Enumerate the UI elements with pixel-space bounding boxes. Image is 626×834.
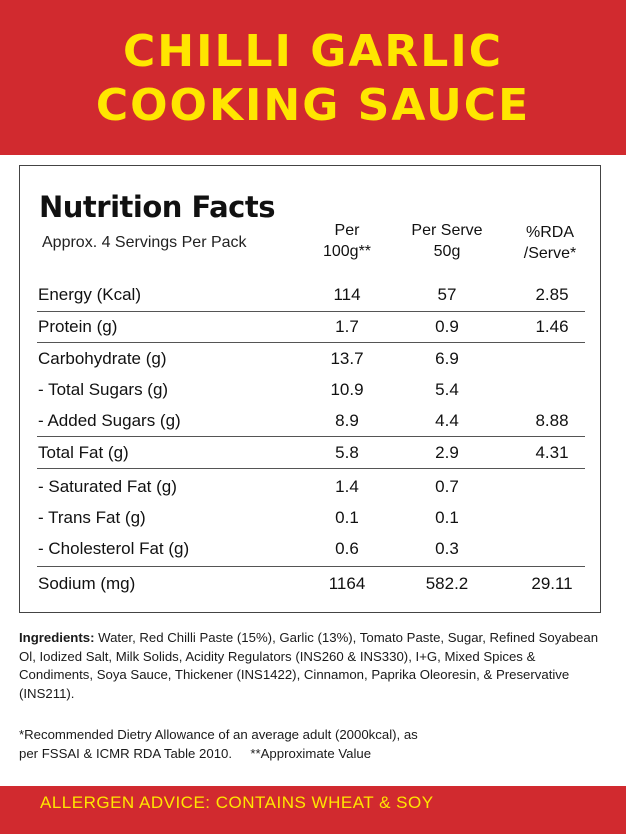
value-per-serve: 0.1 xyxy=(435,508,459,527)
ingredients-list: Ingredients: Water, Red Chilli Paste (15… xyxy=(19,629,609,703)
column-header-per-100g-line2: 100g** xyxy=(322,243,372,260)
nutrient-row-protein: Protein (g) 1.7 0.9 1.46 xyxy=(20,311,600,342)
value-rda: 1.46 xyxy=(535,317,569,336)
column-header-per-serve-line2: 50g xyxy=(433,243,461,260)
value-per-serve: 57 xyxy=(437,285,457,304)
value-per-serve: 582.2 xyxy=(425,574,469,593)
column-header-per-100g: Per 100g** xyxy=(302,220,392,262)
value-per-100g: 0.1 xyxy=(335,508,359,527)
allergen-advice: ALLERGEN ADVICE: CONTAINS WHEAT & SOY xyxy=(40,793,434,812)
column-header-rda: %RDA /Serve* xyxy=(505,222,595,264)
value-per-100g: 1164 xyxy=(328,574,366,593)
allergen-banner: ALLERGEN ADVICE: CONTAINS WHEAT & SOY xyxy=(0,786,626,834)
nutrition-facts-panel: Nutrition Facts Approx. 4 Servings Per P… xyxy=(19,165,601,613)
nutrient-label: - Added Sugars (g) xyxy=(38,411,181,430)
rda-footnote-line2: per FSSAI & ICMR RDA Table 2010. **Appro… xyxy=(19,745,372,761)
value-per-100g: 8.9 xyxy=(335,411,359,430)
column-header-per-serve: Per Serve 50g xyxy=(402,220,492,262)
row-divider xyxy=(37,436,585,437)
product-title-line2: Cooking Sauce xyxy=(95,80,531,131)
value-per-serve: 6.9 xyxy=(435,349,459,368)
value-per-100g: 1.4 xyxy=(335,477,359,496)
ingredients-text: Water, Red Chilli Paste (15%), Garlic (1… xyxy=(19,630,599,701)
value-per-100g: 0.6 xyxy=(335,539,359,558)
row-divider xyxy=(37,566,585,567)
nutrient-label: - Cholesterol Fat (g) xyxy=(38,539,190,558)
value-per-100g: 1.7 xyxy=(335,317,359,336)
value-rda: 2.85 xyxy=(535,285,569,304)
nutrient-label: Energy (Kcal) xyxy=(38,285,141,304)
value-per-100g: 13.7 xyxy=(330,349,364,368)
nutrient-label: - Saturated Fat (g) xyxy=(38,477,177,496)
nutrient-row-cholesterol-fat: - Cholesterol Fat (g) 0.6 0.3 xyxy=(20,533,600,564)
column-header-rda-line2: /Serve* xyxy=(523,245,577,262)
nutrient-row-energy: Energy (Kcal) 114 57 2.85 xyxy=(20,279,600,310)
nutrient-row-sodium: Sodium (mg) 1164 582.2 29.11 xyxy=(20,568,600,599)
value-per-100g: 10.9 xyxy=(330,380,364,399)
nutrient-row-added-sugars: - Added Sugars (g) 8.9 4.4 8.88 xyxy=(20,405,600,436)
nutrient-label: Carbohydrate (g) xyxy=(38,349,167,368)
value-per-serve: 0.3 xyxy=(435,539,459,558)
nutrient-row-total-fat: Total Fat (g) 5.8 2.9 4.31 xyxy=(20,437,600,468)
value-rda: 4.31 xyxy=(535,443,569,462)
servings-per-pack: Approx. 4 Servings Per Pack xyxy=(42,234,247,251)
value-per-100g: 5.8 xyxy=(335,443,359,462)
value-per-serve: 5.4 xyxy=(435,380,459,399)
nutrient-label: Sodium (mg) xyxy=(38,574,136,593)
nutrient-label: Protein (g) xyxy=(38,317,118,336)
nutrient-label: - Trans Fat (g) xyxy=(38,508,146,527)
value-rda: 8.88 xyxy=(535,411,569,430)
nutrition-facts-title: Nutrition Facts xyxy=(39,190,275,224)
nutrient-row-carbohydrate: Carbohydrate (g) 13.7 6.9 xyxy=(20,343,600,374)
nutrient-row-trans-fat: - Trans Fat (g) 0.1 0.1 xyxy=(20,502,600,533)
row-divider xyxy=(37,342,585,343)
rda-footnote-line1: *Recommended Dietry Allowance of an aver… xyxy=(19,727,418,742)
value-rda: 29.11 xyxy=(531,574,573,593)
product-title-line1: Chilli Garlic xyxy=(123,26,503,77)
value-per-serve: 0.7 xyxy=(435,477,459,496)
value-per-serve: 4.4 xyxy=(435,411,459,430)
ingredients-label: Ingredients: xyxy=(19,630,95,645)
column-header-rda-line1: %RDA xyxy=(525,224,574,241)
row-divider xyxy=(37,468,585,469)
nutrient-label: Total Fat (g) xyxy=(38,443,129,462)
nutrient-row-total-sugars: - Total Sugars (g) 10.9 5.4 xyxy=(20,374,600,405)
value-per-serve: 0.9 xyxy=(435,317,459,336)
product-title-banner: Chilli Garlic Cooking Sauce xyxy=(0,0,626,155)
value-per-100g: 114 xyxy=(333,285,361,304)
column-header-per-serve-line1: Per Serve xyxy=(411,222,483,239)
value-per-serve: 2.9 xyxy=(435,443,459,462)
rda-footnote: *Recommended Dietry Allowance of an aver… xyxy=(19,726,609,763)
nutrient-row-saturated-fat: - Saturated Fat (g) 1.4 0.7 xyxy=(20,471,600,502)
nutrient-label: - Total Sugars (g) xyxy=(38,380,169,399)
column-header-per-100g-line1: Per xyxy=(334,222,360,239)
row-divider xyxy=(37,311,585,312)
